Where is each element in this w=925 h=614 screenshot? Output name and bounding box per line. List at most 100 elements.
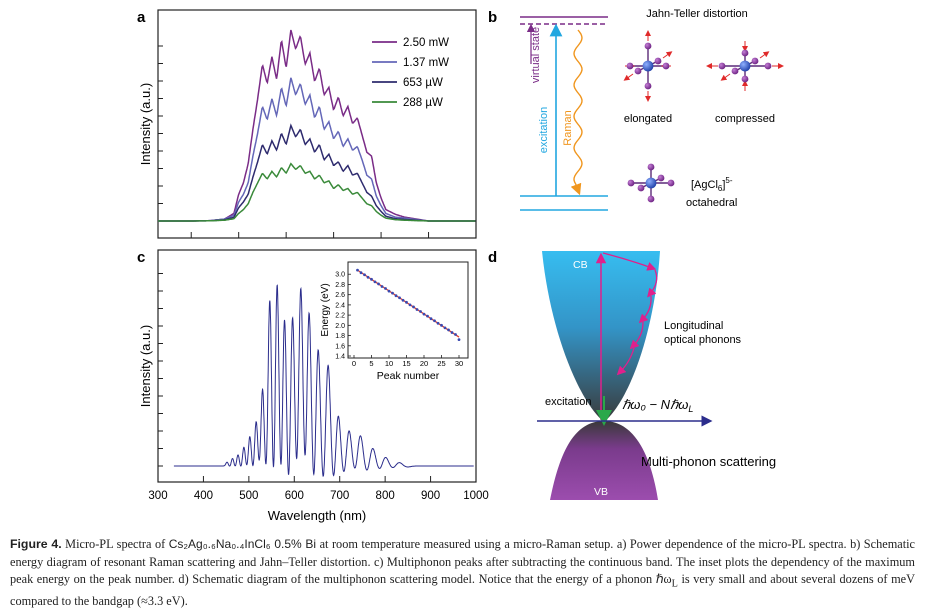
raman-label: Raman: [562, 110, 574, 145]
valence-band: [550, 421, 658, 500]
caption-part-2-subscript: L: [671, 578, 678, 590]
cl-atom: [626, 62, 634, 70]
inset-xtick-label: 10: [385, 359, 393, 368]
inset-ticks: 0 5 10 15 20 25 30 1.4 1.6 1.8 2.0 2.2 2.4 2.6 2.8 3.0: [335, 272, 463, 368]
panel-a-chart: Intensity (a.u.) 2.50 mW 1.37 mW 653 µW …: [138, 9, 477, 239]
distortion-arrow: [623, 73, 634, 81]
panel-a-series-line-4: [158, 162, 476, 222]
inset-xlabel: Peak number: [377, 370, 440, 382]
panel-a-legend: 2.50 mW 1.37 mW 653 µW 288 µW: [372, 37, 449, 109]
inset-point: [401, 298, 405, 302]
inset-point: [380, 285, 384, 288]
cl-atom: [764, 62, 772, 70]
raman-wavy-arrow: [570, 29, 583, 196]
inset-ytick-label: 2.6: [335, 292, 345, 299]
distortion-arrow: [662, 51, 673, 59]
inset-point: [373, 280, 377, 284]
inset-ylabel: Energy (eV): [320, 283, 331, 336]
inset-point: [429, 317, 433, 321]
virtual-state-label: virtual state: [530, 27, 542, 83]
cl-atom: [667, 179, 675, 187]
panel-c-inset: 0 5 10 15 20 25 301.41.61.82.02.22.42.62.83.0 …: [320, 261, 469, 382]
inset-xtick-label: 20: [420, 359, 428, 368]
compressed-label: compressed: [715, 113, 775, 125]
jahn-teller-title: Jahn-Teller distortion: [646, 8, 748, 20]
inset-point: [359, 271, 363, 275]
phonon-arrow-3: [638, 295, 652, 324]
caption-chemical-formula: Cs₂Ag₀.₆Na₀.₄InCl₆ 0.5% Bi: [168, 537, 317, 551]
inset-point: [398, 296, 401, 300]
inset-ytick-label: 1.6: [335, 343, 345, 350]
inset-point: [363, 273, 366, 277]
cb-label: CB: [573, 259, 588, 271]
panel-c-chart: 300 400 500 600 700 800 900 1000 Intensity (a.u…: [138, 249, 489, 523]
panel-c-xtick-label: 1000: [463, 490, 489, 502]
panel-label-c: c: [137, 249, 145, 266]
cl-atom: [662, 62, 670, 70]
inset-point: [387, 289, 391, 293]
inset-point: [457, 338, 461, 342]
agcl6-octahedron: [627, 163, 675, 203]
panel-a-series-line-3: [158, 123, 476, 222]
panel-c-xtick-label: 600: [285, 490, 304, 502]
inset-ytick-label: 1.8: [335, 333, 345, 340]
panel-c-frame: [157, 249, 477, 483]
inset-point: [415, 308, 419, 311]
cl-atom: [751, 57, 759, 65]
lo-phonons-label-2: optical phonons: [664, 334, 742, 346]
inset-point: [422, 312, 426, 316]
ag-atom: [642, 60, 654, 72]
inset-point: [370, 277, 373, 281]
panel-label-a: a: [137, 9, 146, 26]
inset-ytick-label: 2.8: [335, 282, 345, 289]
inset-ytick-label: 2.2: [335, 313, 345, 320]
inset-point: [454, 333, 457, 336]
panel-c-xtick-label: 300: [148, 490, 167, 502]
inset-xtick-label: 25: [437, 359, 445, 368]
inset-xtick-label: 5: [369, 359, 373, 368]
cl-atom: [644, 42, 652, 50]
ag-atom: [739, 60, 751, 72]
inset-point: [419, 310, 422, 313]
panel-c-ylabel: Intensity (a.u.): [138, 325, 153, 407]
caption-part-2: at room temperature measured using a mic…: [10, 537, 916, 586]
inset-ytick-label: 3.0: [335, 272, 345, 279]
phonon-arrow-1: [602, 252, 657, 271]
panel-a-frame: [157, 9, 477, 239]
inset-point: [384, 287, 387, 290]
inset-point: [443, 326, 447, 330]
panel-c-xtick-label: 900: [421, 490, 440, 502]
phonon-arrow-2: [647, 269, 658, 298]
panel-d-diagram: CB VB excitation ℏω₀ − NℏωL Longitudinal…: [537, 251, 776, 500]
legend-label-4: 288 µW: [403, 97, 443, 109]
panel-a-ylabel: Intensity (a.u.): [138, 83, 153, 165]
caption-part-3: is very small and about several dozens o…: [10, 572, 915, 608]
inset-point: [447, 328, 450, 332]
elongated-octahedron: [623, 30, 673, 102]
compressed-octahedron: [706, 41, 784, 91]
inset-point: [412, 305, 415, 309]
inset-point: [433, 319, 436, 323]
vb-label: VB: [594, 486, 608, 498]
cl-atom: [654, 57, 662, 65]
excitation-label-d: excitation: [545, 396, 591, 408]
panel-c-spectrum-line: [173, 284, 474, 477]
cl-atom: [647, 163, 655, 171]
phonon-arrow-5: [616, 347, 635, 376]
caption-part-1: Micro-PL spectra of: [61, 537, 169, 551]
inset-points: [356, 268, 461, 342]
ag-atom: [645, 177, 657, 189]
distortion-arrow: [720, 73, 731, 81]
legend-label-2: 1.37 mW: [403, 57, 449, 69]
legend-label-1: 2.50 mW: [403, 37, 449, 49]
cl-atom: [627, 179, 635, 187]
inset-point: [394, 294, 398, 298]
distortion-arrow: [759, 51, 770, 59]
panel-c-xtick-label: 400: [194, 490, 213, 502]
cl-atom: [647, 195, 655, 203]
panel-a-ticks: [158, 45, 477, 238]
inset-xtick-label: 15: [402, 359, 410, 368]
phonon-energy-label: ℏω₀ − NℏωL: [622, 397, 693, 414]
inset-point: [436, 321, 440, 325]
octahedral-label: octahedral: [686, 197, 737, 209]
